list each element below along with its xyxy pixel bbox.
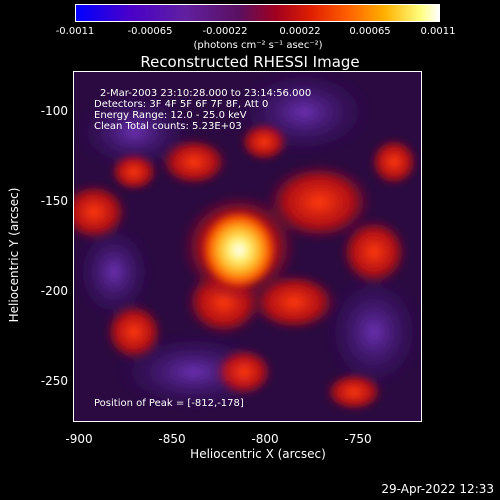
colorbar-tick-label: -0.0011 bbox=[55, 26, 95, 37]
rhessi-image bbox=[73, 71, 422, 422]
x-tick-label: -850 bbox=[158, 432, 186, 446]
colorbar-tick-label: 0.00022 bbox=[279, 26, 321, 37]
x-tick-label: -750 bbox=[344, 432, 372, 446]
x-tick-label: -800 bbox=[251, 432, 279, 446]
image-title: Reconstructed RHESSI Image bbox=[140, 53, 360, 71]
colorbar-tick-label: 0.00065 bbox=[349, 26, 391, 37]
timestamp: 29-Apr-2022 12:33 bbox=[381, 482, 494, 496]
y-axis-label: Heliocentric Y (arcsec) bbox=[7, 187, 21, 323]
colorbar-tick-label: -0.00065 bbox=[127, 26, 173, 37]
y-tick-label: -200 bbox=[40, 284, 68, 298]
time-range-label: 2-Mar-2003 23:10:28.000 to 23:14:56.000 bbox=[100, 88, 312, 99]
energy-range-label: Energy Range: 12.0 - 25.0 keV bbox=[94, 110, 247, 121]
x-axis-label: Heliocentric X (arcsec) bbox=[190, 447, 326, 461]
colorbar-tick-label: -0.00022 bbox=[202, 26, 248, 37]
colorbar bbox=[75, 4, 440, 22]
rhessi-image-svg bbox=[74, 72, 421, 421]
y-tick-label: -150 bbox=[40, 194, 68, 208]
detectors-label: Detectors: 3F 4F 5F 6F 7F 8F, Att 0 bbox=[94, 99, 269, 110]
colorbar-units-label: (photons cm⁻² s⁻¹ asec⁻²) bbox=[193, 40, 323, 51]
colorbar-tick-label: 0.0011 bbox=[420, 26, 456, 37]
y-tick-label: -250 bbox=[40, 374, 68, 388]
clean-counts-label: Clean Total counts: 5.23E+03 bbox=[94, 121, 242, 132]
peak-position-label: Position of Peak = [-812,-178] bbox=[94, 398, 244, 409]
y-tick-label: -100 bbox=[40, 104, 68, 118]
y-axis-ticks: -100 -150 -200 -250 bbox=[0, 0, 68, 500]
x-tick-label: -900 bbox=[65, 432, 93, 446]
